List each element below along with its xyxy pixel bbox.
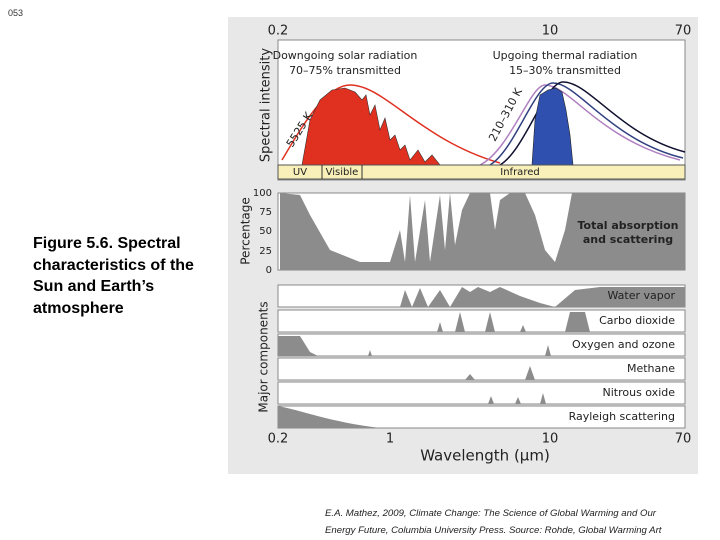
axis-label: Spectral intensity [259,48,274,162]
panel-annotation: and scattering [583,233,673,246]
credit-line: Energy Future, Columbia University Press… [325,525,662,536]
figure: 0.2 10 70 Spectral intensity Downgoing s… [228,17,698,474]
caption-line: Figure 5.6. Spectral [33,235,181,252]
axis-label: Percentage [239,197,253,265]
solar-transmitted-area [301,87,441,166]
component-area [278,336,551,356]
panel-annotation: Upgoing thermal radiation [493,49,638,62]
component-label: Water vapor [608,289,676,302]
top-tick-label: 10 [542,24,559,39]
panel-annotation: Total absorption [578,219,679,232]
axis-label: Major components [257,301,271,412]
absorption-area [280,193,685,270]
component-label: Methane [627,362,675,375]
bottom-tick-label: 70 [675,432,692,447]
band-label: UV [293,167,307,178]
component-panel: Oxygen and ozone [277,333,686,357]
component-label: Carbo dioxide [599,314,675,327]
component-label: Oxygen and ozone [572,338,675,351]
component-area [437,312,590,332]
y-tick-label: 25 [259,246,272,257]
solar-blackbody-curve [281,84,501,164]
component-panel: Carbo dioxide [277,309,686,333]
component-panel: Nitrous oxide [277,381,686,405]
y-tick-label: 0 [266,265,272,276]
band-label: Visible [326,167,359,178]
component-box [277,381,686,405]
thermal-curve [499,81,686,166]
axis-label: Wavelength (μm) [420,447,550,465]
slide-number: 053 [8,8,24,18]
band-strip [277,164,686,180]
component-label: Nitrous oxide [602,386,675,399]
caption: Figure 5.6. Spectral characteristics of … [33,233,194,319]
component-panel: Methane [277,357,686,381]
panel-annotation: Downgoing solar radiation [273,49,418,62]
component-area [278,406,380,428]
panel-annotation: 15–30% transmitted [509,64,621,77]
credit-line: E.A. Mathez, 2009, Climate Change: The S… [325,508,656,519]
caption-line: atmosphere [33,299,124,317]
caption-line: Sun and Earth’s [33,278,155,295]
credit: E.A. Mathez, 2009, Climate Change: The S… [325,505,661,539]
panel-annotation: 70–75% transmitted [289,64,401,77]
caption-line: characteristics of the [33,256,194,274]
component-panel: Water vapor [277,284,686,308]
y-tick-label: 100 [253,188,272,199]
component-area [488,393,546,404]
thermal-curve [489,82,684,166]
component-label: Rayleigh scattering [569,410,675,423]
component-area [400,287,685,307]
component-panel: Rayleigh scattering [277,405,686,429]
top-tick-label: 0.2 [268,24,289,39]
thermal-transmitted-area [531,87,574,166]
component-area [465,366,535,380]
top-tick-label: 70 [675,24,692,39]
component-box [277,357,686,381]
bottom-tick-label: 1 [386,432,394,447]
band-label: Infrared [500,167,539,178]
bottom-tick-label: 0.2 [268,432,289,447]
bottom-tick-label: 10 [542,432,559,447]
y-tick-label: 75 [259,207,272,218]
y-tick-label: 50 [259,226,272,237]
